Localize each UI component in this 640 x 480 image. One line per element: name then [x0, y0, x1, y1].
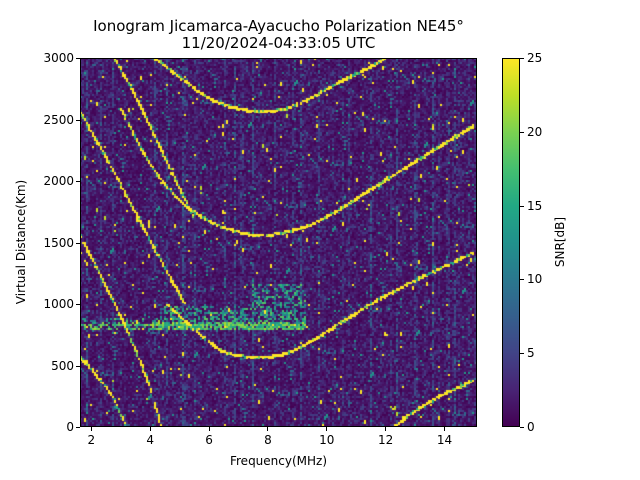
x-tick-mark	[149, 427, 151, 431]
x-tick-mark	[444, 427, 446, 431]
colorbar-tick-mark	[520, 279, 524, 281]
colorbar	[502, 58, 520, 427]
x-tick-label: 6	[205, 433, 213, 447]
y-axis-label: Virtual Distance(Km)	[14, 179, 28, 305]
colorbar-tick-label: 10	[527, 272, 543, 287]
colorbar-tick-label: 20	[527, 124, 543, 139]
y-tick-label: 3000	[43, 51, 74, 65]
y-tick-label: 500	[51, 358, 74, 373]
colorbar-tick-mark	[520, 205, 524, 207]
colorbar-tick-mark	[520, 131, 524, 133]
y-tick-mark	[76, 427, 80, 428]
x-axis-label: Frequency(MHz)	[229, 454, 328, 468]
y-tick-mark	[76, 58, 80, 59]
y-tick-mark	[76, 181, 80, 182]
x-tick-mark	[267, 427, 269, 431]
colorbar-tick-mark	[520, 353, 524, 355]
y-tick-mark	[76, 304, 80, 305]
y-tick-label: 1500	[43, 235, 74, 250]
y-tick-mark	[76, 119, 80, 121]
x-tick-label: 10	[319, 433, 335, 447]
x-tick-mark	[326, 427, 328, 431]
y-tick-label: 1000	[43, 297, 74, 311]
y-tick-mark	[76, 242, 80, 244]
chart-title: Ionogram Jicamarca-Ayacucho Polarization…	[93, 17, 464, 35]
y-tick-label: 2000	[43, 174, 74, 188]
x-tick-label: 12	[378, 433, 394, 447]
y-tick-label: 0	[66, 420, 74, 434]
x-tick-label: 8	[264, 433, 272, 447]
colorbar-tick-label: 0	[527, 420, 535, 434]
colorbar-tick-label: 5	[527, 346, 535, 361]
colorbar-tick-label: 25	[527, 51, 543, 65]
y-tick-mark	[76, 365, 80, 367]
ionogram-heatmap	[80, 58, 477, 427]
y-tick-label: 2500	[43, 112, 74, 127]
x-tick-label: 14	[436, 433, 453, 447]
x-tick-mark	[208, 427, 210, 431]
x-tick-label: 2	[87, 433, 96, 447]
colorbar-tick-mark	[520, 427, 524, 428]
x-tick-mark	[385, 427, 387, 431]
chart-subtitle: 11/20/2024-04:33:05 UTC	[181, 34, 376, 52]
x-tick-label: 4	[146, 433, 155, 447]
colorbar-tick-label: 15	[527, 198, 543, 213]
colorbar-tick-mark	[520, 58, 524, 59]
x-tick-mark	[90, 427, 92, 431]
colorbar-label: SNR[dB]	[553, 216, 567, 268]
